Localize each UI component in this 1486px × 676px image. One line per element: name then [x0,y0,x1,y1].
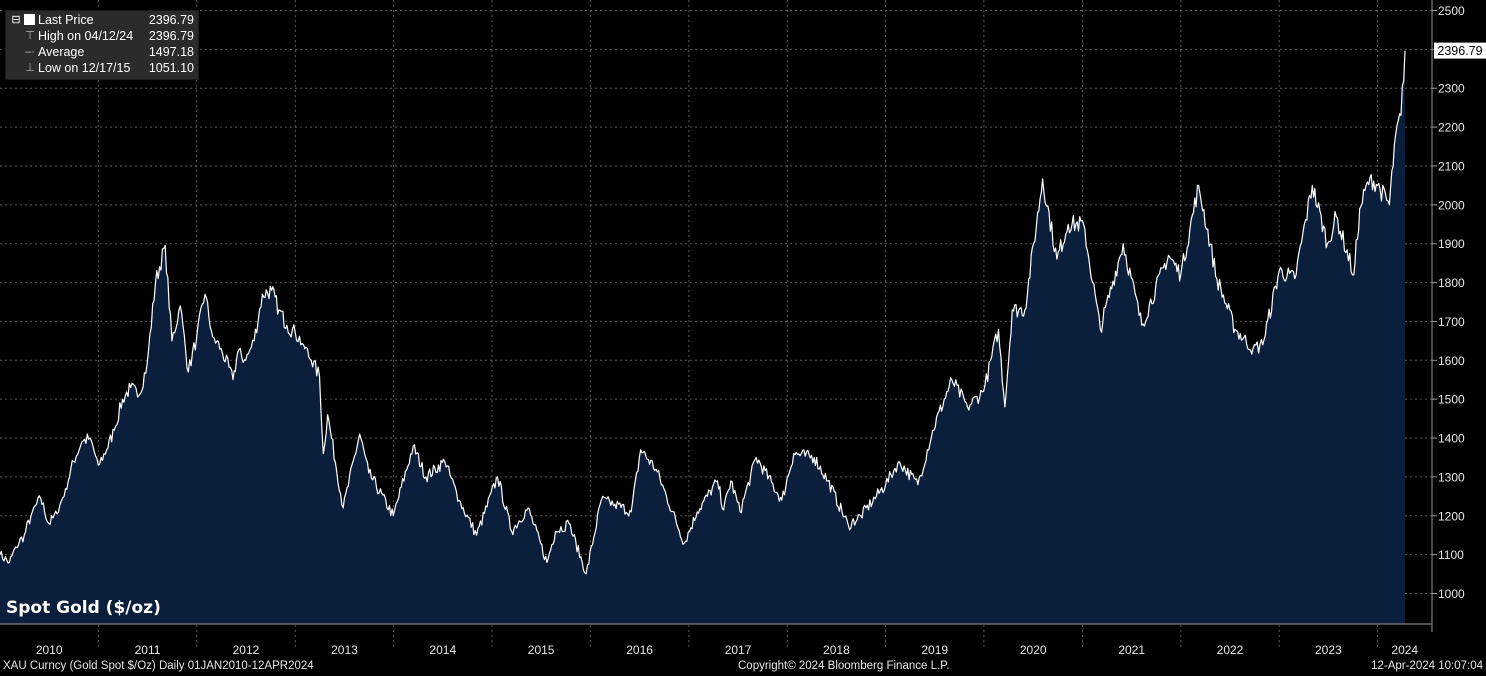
y-tick-label: 2000 [1438,198,1465,212]
legend-label-low: Low on 12/17/15 [38,61,131,75]
footer-copyright: Copyright© 2024 Bloomberg Finance L.P. [738,660,950,672]
x-tick-label: 2021 [1118,643,1145,657]
legend-value-high: 2396.79 [148,29,194,43]
footer-security-info: XAU Curncy (Gold Spot $/Oz) Daily 01JAN2… [3,660,314,672]
x-tick-label: 2024 [1391,643,1418,657]
low-marker-icon: ⊥ [25,62,35,74]
y-tick-label: 1500 [1438,393,1465,407]
y-tick-label: 1600 [1438,354,1465,368]
high-marker-icon: ⊤ [25,30,35,42]
legend-row-average: –· Average 1497.18 [6,44,198,60]
average-marker-icon: –· [25,46,35,58]
y-tick-label: 1000 [1438,587,1465,601]
price-area [0,50,1405,625]
x-tick-label: 2018 [823,643,850,657]
y-tick-label: 1800 [1438,276,1465,290]
legend-row-last-price: ⊟ Last Price 2396.79 [6,12,198,28]
y-tick-label: 1400 [1438,432,1465,446]
y-tick-label: 2500 [1438,4,1465,18]
legend-row-high: ⊤ High on 04/12/24 2396.79 [6,28,198,44]
y-tick-label: 2300 [1438,82,1465,96]
y-tick-label: 2200 [1438,121,1465,135]
x-tick-label: 2020 [1020,643,1047,657]
x-tick-label: 2015 [528,643,555,657]
legend-row-low: ⊥ Low on 12/17/15 1051.10 [6,60,198,76]
x-tick-label: 2012 [233,643,260,657]
x-tick-label: 2019 [921,643,948,657]
y-tick-label: 1300 [1438,470,1465,484]
x-axis-ticks: 2010 2011 2012 2013 2014 2015 2016 2017 2018 2019… [36,643,1419,657]
legend-label-average: Average [38,45,85,59]
legend-value-low: 1051.10 [148,61,194,75]
x-tick-label: 2011 [135,643,161,657]
legend-value-average: 1497.18 [148,45,194,59]
x-tick-label: 2022 [1217,643,1244,657]
x-tick-label: 2010 [36,643,63,657]
chart-title: Spot Gold ($/oz) [6,598,161,618]
y-tick-label: 1900 [1438,237,1465,251]
x-tick-label: 2013 [331,643,358,657]
x-tick-label: 2017 [725,643,752,657]
x-tick-label: 2016 [626,643,653,657]
legend-label-high: High on 04/12/24 [38,29,134,43]
x-tick-label: 2014 [429,643,456,657]
legend-value-last-price: 2396.79 [148,13,194,27]
y-tick-label: 2100 [1438,159,1465,173]
price-line [0,50,1406,575]
last-price-tag: 2396.79 [1434,42,1486,59]
y-tick-label: 1100 [1438,548,1464,562]
y-tick-label: 1700 [1438,315,1465,329]
x-tick-label: 2023 [1315,643,1342,657]
collapse-icon[interactable]: ⊟ [11,14,21,26]
last-price-tag-box [1434,42,1486,59]
white-square-icon [24,14,35,25]
footer-timestamp: 12-Apr-2024 10:07:04 [1371,660,1483,672]
legend-label-last-price: Last Price [38,13,94,27]
y-tick-label: 1200 [1438,509,1465,523]
legend-box: ⊟ Last Price 2396.79 ⊤ High on 04/12/24 … [5,10,199,80]
last-price-tag-text: 2396.79 [1437,44,1482,58]
